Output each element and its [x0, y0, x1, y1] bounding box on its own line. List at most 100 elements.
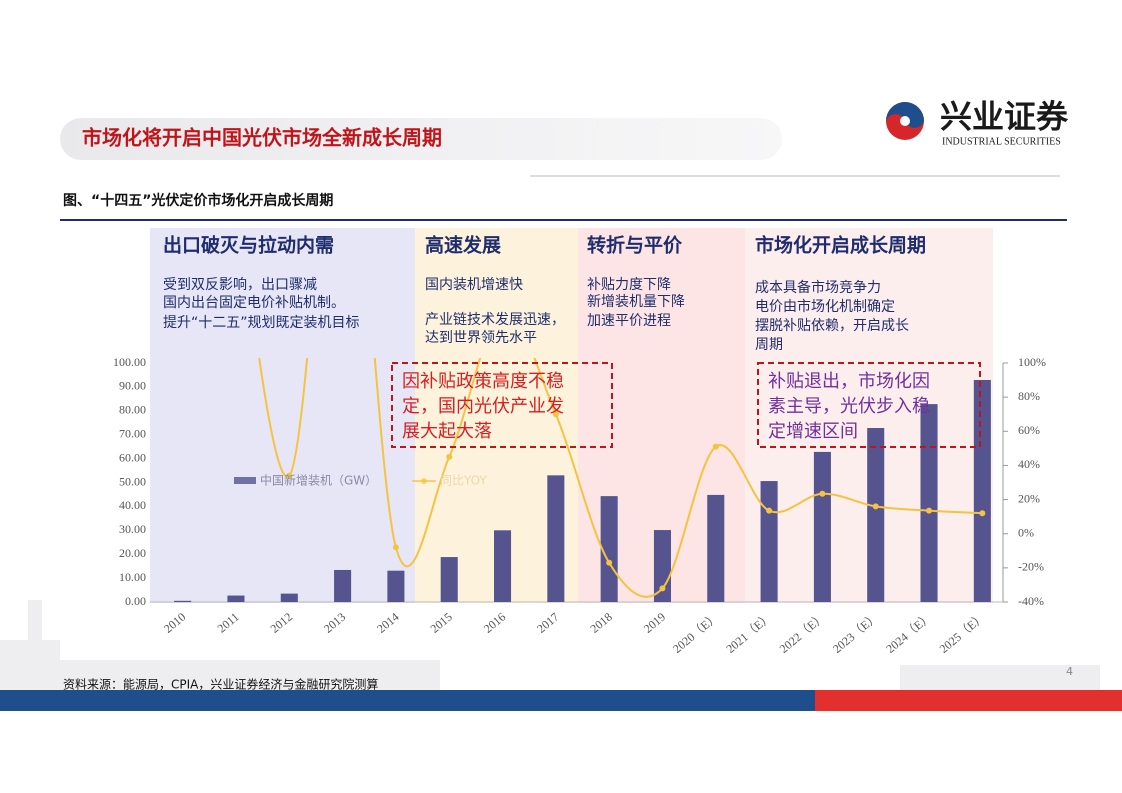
phase-text: 周期 [755, 337, 783, 353]
y2-tick-label: 20% [1018, 491, 1040, 505]
phase-text: 电价由市场化机制确定 [755, 298, 895, 315]
bar [494, 530, 512, 602]
bar [973, 379, 991, 602]
y-tick-label: 90.00 [119, 379, 146, 393]
annotation-text: 素主导，光伏步入稳 [768, 396, 930, 417]
x-tick-label: 2021（E） [723, 610, 774, 656]
x-tick-label: 2016 [481, 610, 508, 636]
y2-tick-label: 0% [1018, 525, 1034, 539]
source-note: 资料来源：能源局，CPIA，兴业证券经济与金融研究院测算 [63, 677, 378, 692]
phase-text: 受到双反影响，出口骤减 [163, 277, 317, 293]
phase-text: 新增装机量下降 [587, 294, 685, 310]
line-marker [926, 507, 933, 514]
title-pill [60, 118, 782, 160]
y-tick-label: 40.00 [119, 498, 146, 512]
phase-text: 达到世界领先水平 [425, 330, 537, 346]
bar [440, 557, 458, 602]
line-marker [659, 585, 666, 592]
x-tick-label: 2020（E） [670, 610, 721, 656]
x-tick-label: 2013 [321, 610, 348, 636]
x-tick-label: 2011 [215, 610, 242, 636]
annotation-text: 补贴退出，市场化因 [768, 371, 930, 392]
y-tick-label: 10.00 [119, 570, 146, 584]
phase-text: 国内出台固定电价补贴机制。 [163, 295, 345, 311]
bar [547, 475, 565, 602]
line-marker [766, 507, 773, 514]
annotation-text: 定增速区间 [768, 421, 858, 442]
annotation-box [757, 362, 981, 448]
bar [867, 428, 885, 602]
y-tick-label: 80.00 [119, 403, 146, 417]
y-tick-label: 60.00 [119, 450, 146, 464]
footer-bar-blue [0, 690, 815, 711]
bar [707, 494, 725, 602]
x-tick-label: 2014 [374, 610, 401, 636]
bar [334, 569, 352, 602]
slide-title: 市场化将开启中国光伏市场全新成长周期 [82, 126, 442, 150]
annotation-text: 展大起大落 [402, 421, 492, 442]
line-marker [340, 70, 346, 76]
y2-tick-label: -40% [1018, 594, 1044, 608]
y-tick-label: 50.00 [119, 474, 146, 488]
phase-text: 加速平价进程 [587, 313, 671, 329]
y2-tick-label: 100% [1018, 355, 1046, 369]
x-tick-label: 2024（E） [883, 610, 934, 656]
phase-background [150, 228, 415, 603]
phase-title: 出口破灭与拉动内需 [163, 234, 334, 257]
x-tick-label: 2015 [428, 610, 455, 636]
x-tick-label: 2022（E） [777, 610, 828, 656]
phase-text: 产业链技术发展迅速， [425, 312, 565, 328]
y2-tick-label: 60% [1018, 423, 1040, 437]
skyline [0, 600, 1100, 690]
line [258, 358, 983, 598]
x-tick-label: 2019 [641, 610, 668, 636]
bar [760, 481, 778, 602]
line-marker [286, 472, 293, 479]
bar [387, 570, 405, 602]
phase-text: 国内装机增速快 [425, 277, 523, 293]
x-tick-label: 2017 [534, 610, 561, 636]
legend-swatch [234, 477, 256, 484]
y-tick-label: 30.00 [119, 522, 146, 536]
x-tick-label: 2023（E） [830, 610, 881, 656]
line-marker [712, 443, 719, 450]
annotation-text: 定，国内光伏产业发 [402, 396, 564, 417]
line-series [258, 70, 986, 598]
x-tick-label: 2025（E） [937, 610, 988, 656]
line-marker [819, 490, 826, 497]
phase-text: 摆脱补贴依赖，开启成长 [755, 318, 909, 334]
bar [227, 595, 245, 602]
bar [174, 600, 192, 602]
legend-swatch [421, 478, 427, 484]
legend-label: 中国新增装机（GW） [260, 473, 377, 488]
y-tick-label: 100.00 [113, 355, 146, 369]
annotation-box [391, 362, 613, 448]
y-tick-label: 0.00 [125, 594, 146, 608]
page-number: 4 [1066, 665, 1073, 678]
phase-title: 转折与平价 [587, 234, 683, 257]
figure-caption: 图、“十四五”光伏定价市场化开启成长周期 [63, 192, 333, 209]
line-marker [872, 503, 879, 510]
bar [920, 404, 938, 602]
annotation-text: 因补贴政策高度不稳 [402, 371, 564, 392]
phase-text: 成本具备市场竞争力 [755, 279, 881, 296]
logo-english: INDUSTRIAL SECURITIES [942, 136, 1061, 147]
phase-title: 高速发展 [425, 234, 501, 257]
y2-tick-label: 80% [1018, 389, 1040, 403]
logo-icon [886, 102, 924, 140]
bar [280, 593, 298, 602]
legend-label: 同比YOY [440, 474, 487, 488]
line-marker [552, 411, 559, 418]
line-marker [392, 544, 399, 551]
x-tick-label: 2018 [587, 610, 614, 636]
phase-title: 市场化开启成长周期 [755, 234, 926, 257]
footer-bar-red [815, 690, 1122, 711]
line-marker [606, 559, 613, 566]
y-tick-label: 70.00 [119, 426, 146, 440]
x-tick-label: 2010 [161, 610, 188, 636]
x-tick-label: 2012 [268, 610, 295, 636]
logo-name: 兴业证券 [940, 98, 1069, 136]
phase-text: 提升“十二五”规划既定装机目标 [163, 315, 360, 331]
y-tick-label: 20.00 [119, 546, 146, 560]
